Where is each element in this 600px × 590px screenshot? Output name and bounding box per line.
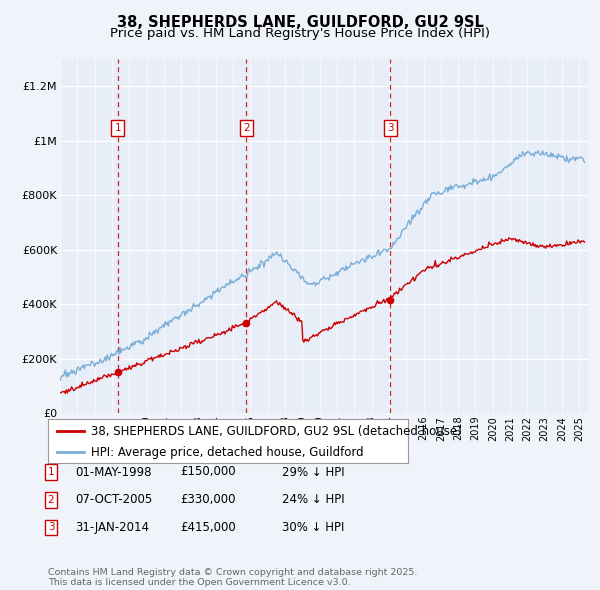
Text: 31-JAN-2014: 31-JAN-2014	[75, 521, 149, 534]
Text: 3: 3	[387, 123, 394, 133]
Text: 2: 2	[243, 123, 250, 133]
Text: Contains HM Land Registry data © Crown copyright and database right 2025.
This d: Contains HM Land Registry data © Crown c…	[48, 568, 418, 587]
Text: 2: 2	[47, 495, 55, 504]
Text: 1: 1	[115, 123, 121, 133]
Text: 29% ↓ HPI: 29% ↓ HPI	[282, 466, 344, 478]
Text: 3: 3	[47, 523, 55, 532]
Text: Price paid vs. HM Land Registry's House Price Index (HPI): Price paid vs. HM Land Registry's House …	[110, 27, 490, 40]
Text: 30% ↓ HPI: 30% ↓ HPI	[282, 521, 344, 534]
Text: 01-MAY-1998: 01-MAY-1998	[75, 466, 151, 478]
Text: £150,000: £150,000	[180, 466, 236, 478]
Text: 1: 1	[47, 467, 55, 477]
Text: 07-OCT-2005: 07-OCT-2005	[75, 493, 152, 506]
Text: 38, SHEPHERDS LANE, GUILDFORD, GU2 9SL (detached house): 38, SHEPHERDS LANE, GUILDFORD, GU2 9SL (…	[91, 425, 462, 438]
Text: 38, SHEPHERDS LANE, GUILDFORD, GU2 9SL: 38, SHEPHERDS LANE, GUILDFORD, GU2 9SL	[116, 15, 484, 30]
Text: £330,000: £330,000	[180, 493, 235, 506]
Text: 24% ↓ HPI: 24% ↓ HPI	[282, 493, 344, 506]
Text: HPI: Average price, detached house, Guildford: HPI: Average price, detached house, Guil…	[91, 445, 364, 458]
Text: £415,000: £415,000	[180, 521, 236, 534]
